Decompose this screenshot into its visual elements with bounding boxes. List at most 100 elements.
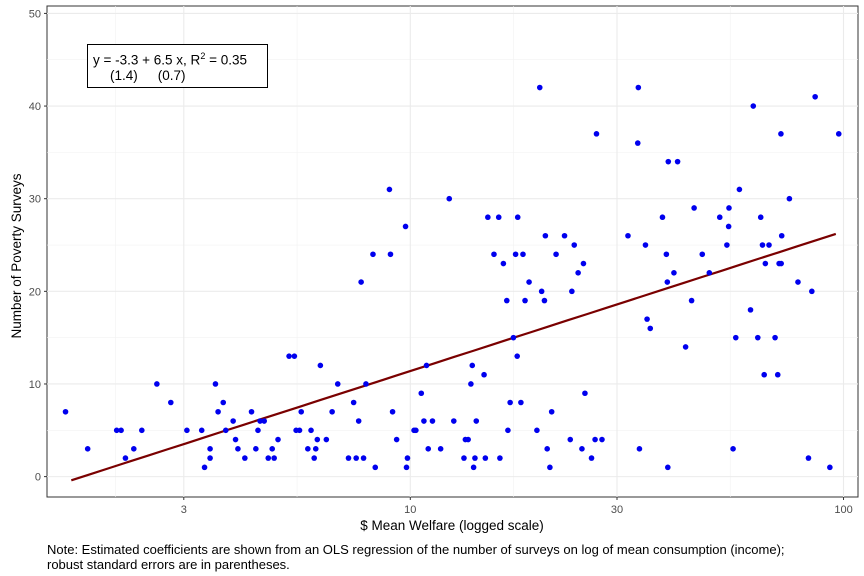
data-point (636, 446, 643, 452)
data-point (665, 464, 671, 471)
data-point (716, 214, 723, 221)
data-point (429, 418, 436, 424)
data-point (665, 158, 672, 165)
data-point (766, 242, 772, 248)
y-tick-label: 10 (29, 379, 41, 391)
data-point (812, 93, 818, 100)
data-point (402, 223, 409, 230)
data-point (569, 288, 575, 295)
data-point (561, 232, 568, 239)
data-point (154, 381, 160, 387)
data-point (548, 408, 555, 415)
data-point (468, 381, 474, 387)
data-point (732, 334, 739, 341)
data-point (699, 251, 706, 258)
data-point (291, 353, 298, 359)
data-point (403, 464, 410, 471)
data-point (664, 279, 671, 285)
x-tick-label: 3 (181, 504, 187, 516)
data-point (257, 418, 263, 424)
data-point (544, 446, 550, 452)
data-point (472, 455, 478, 461)
data-point (827, 464, 833, 471)
data-point (312, 446, 319, 452)
data-point (778, 131, 784, 137)
data-point (84, 446, 91, 452)
chart-note: Note: Estimated coefficients are shown f… (47, 542, 785, 572)
data-point (437, 446, 444, 452)
data-point (485, 214, 491, 221)
data-point (588, 455, 595, 461)
data-point (269, 446, 276, 452)
data-point (296, 427, 303, 434)
data-point (275, 436, 281, 443)
data-point (387, 251, 394, 258)
data-point (298, 408, 305, 415)
data-point (404, 455, 411, 461)
y-tick-label: 40 (29, 101, 41, 113)
data-point (805, 455, 812, 461)
data-point (682, 344, 689, 350)
data-point (215, 408, 221, 415)
data-point (305, 446, 311, 452)
data-point (725, 223, 732, 230)
data-point (358, 279, 364, 285)
data-point (724, 242, 730, 248)
regression-equation: y = -3.3 + 6.5 x, R2 = 0.35 (93, 51, 247, 68)
data-point (386, 186, 393, 193)
data-point (413, 427, 419, 434)
data-point (507, 399, 513, 406)
data-point (261, 418, 268, 424)
data-point (514, 353, 520, 359)
data-point (220, 399, 227, 406)
y-tick-label: 30 (29, 194, 41, 206)
data-point (265, 455, 272, 461)
x-axis: 3 10 30 100 (181, 497, 853, 516)
data-point (482, 455, 489, 461)
data-point (242, 455, 248, 461)
data-point (774, 371, 781, 378)
data-point (207, 455, 213, 461)
data-point (248, 408, 255, 415)
data-point (421, 418, 427, 424)
data-point (450, 418, 457, 424)
data-point (730, 446, 736, 452)
data-point (538, 288, 545, 295)
data-point (207, 446, 213, 452)
data-point (503, 297, 510, 304)
data-point (481, 371, 487, 378)
data-point (571, 242, 578, 248)
data-point (647, 325, 654, 332)
data-point (393, 436, 400, 443)
data-point (253, 446, 259, 452)
data-point (795, 279, 801, 285)
data-point (461, 455, 467, 461)
x-axis-title: $ Mean Welfare (logged scale) (360, 518, 544, 533)
data-point (370, 251, 376, 258)
data-point (547, 464, 553, 471)
data-point (634, 140, 641, 146)
data-point (542, 232, 549, 239)
equation-suffix: = 0.35 (205, 52, 247, 68)
data-point (350, 399, 357, 406)
data-point (122, 455, 129, 461)
x-tick-label: 30 (611, 504, 623, 516)
data-point (118, 427, 124, 434)
data-point (706, 270, 713, 276)
data-point (750, 103, 757, 109)
data-point (286, 353, 292, 359)
standard-errors: (1.4) (0.7) (110, 68, 186, 83)
data-point (353, 455, 359, 461)
data-point (761, 371, 768, 378)
data-point (582, 390, 588, 397)
data-point (418, 390, 425, 397)
data-point (772, 334, 778, 341)
data-point (212, 381, 219, 387)
se-intercept: (1.4) (110, 68, 138, 83)
data-point (113, 427, 120, 434)
x-tick-label: 10 (404, 504, 416, 516)
data-point (553, 251, 559, 258)
data-point (520, 251, 526, 258)
data-point (663, 251, 670, 258)
data-point (736, 186, 743, 193)
